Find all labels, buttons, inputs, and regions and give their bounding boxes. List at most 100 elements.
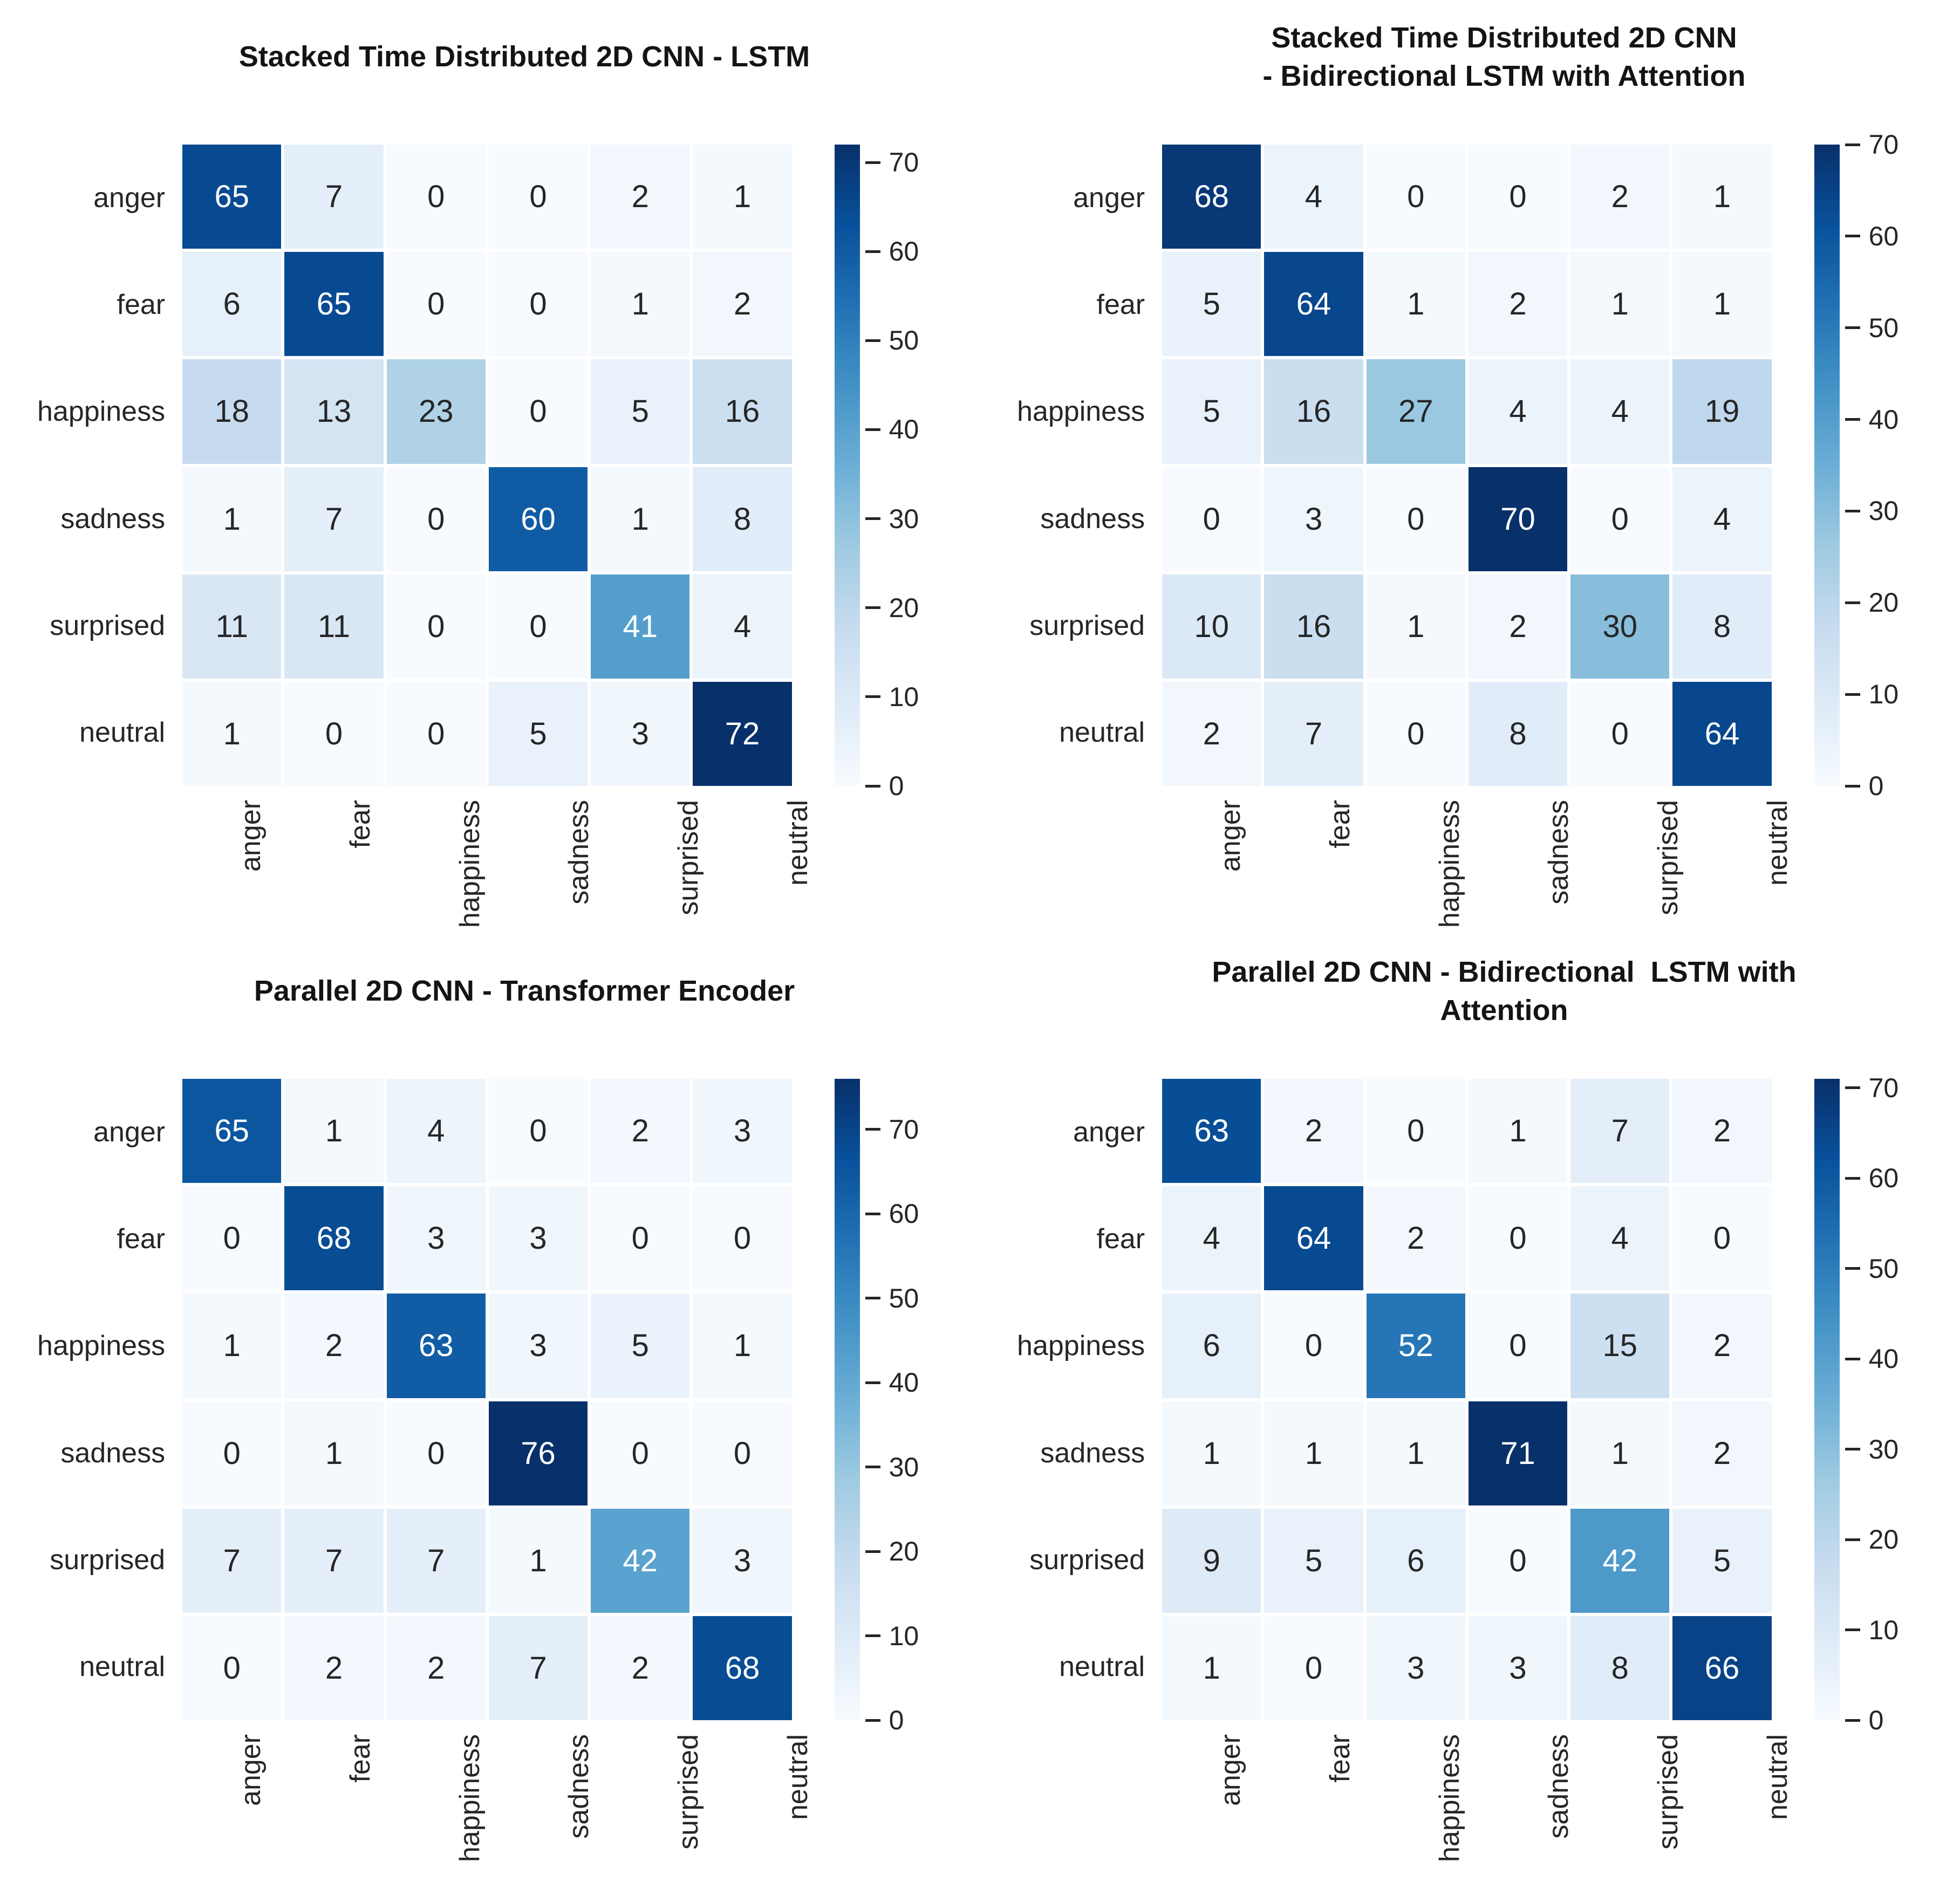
col-label: neutral xyxy=(743,1720,852,1882)
cell-value: 30 xyxy=(1602,608,1637,644)
colorbar-tick-mark xyxy=(1845,1628,1860,1632)
col-label-text: fear xyxy=(1324,1734,1356,1783)
cell-value: 42 xyxy=(623,1543,658,1578)
cell-value: 0 xyxy=(631,1435,649,1471)
col-label-text: neutral xyxy=(782,1734,814,1820)
col-label-text: anger xyxy=(1215,800,1247,872)
heatmap-cell: 2 xyxy=(284,1616,384,1720)
cell-value: 4 xyxy=(1611,1221,1629,1256)
colorbar-tick-mark xyxy=(865,1550,880,1553)
heatmap-cell: 2 xyxy=(591,145,690,249)
colorbar-tick: 10 xyxy=(865,681,919,713)
cell-value: 10 xyxy=(1194,608,1229,644)
cell-value: 2 xyxy=(631,179,649,215)
chart-title: Parallel 2D CNN - Transformer Encoder xyxy=(254,975,795,1008)
heatmap-cell: 0 xyxy=(1468,1508,1568,1613)
cell-value: 0 xyxy=(733,1435,752,1471)
col-label-text: fear xyxy=(345,1734,376,1783)
cell-value: 0 xyxy=(427,179,445,215)
cell-value: 66 xyxy=(1704,1650,1740,1686)
cell-value: 5 xyxy=(529,716,547,751)
cell-value: 5 xyxy=(631,1328,649,1364)
heatmap-cell: 1 xyxy=(1468,1079,1568,1183)
heatmap-cell: 0 xyxy=(1264,1616,1363,1720)
colorbar-tick-label: 0 xyxy=(1868,1705,1884,1735)
colorbar-tick-label: 10 xyxy=(889,1620,919,1651)
chart-title: Stacked Time Distributed 2D CNN xyxy=(1271,21,1737,54)
row-label: fear xyxy=(117,1223,166,1255)
heatmap-cell: 8 xyxy=(693,467,792,571)
cell-value: 2 xyxy=(1305,1113,1323,1149)
plot-row: anger fear happiness sadness surprised neutra… xyxy=(0,1079,980,1735)
row-label: surprised xyxy=(50,1544,166,1576)
colorbar-tick-label: 0 xyxy=(889,771,904,801)
cell-value: 4 xyxy=(1203,1221,1220,1256)
colorbar-tick-mark xyxy=(865,517,880,521)
cell-value: 68 xyxy=(1194,179,1229,215)
heatmap-cell: 63 xyxy=(386,1294,486,1398)
heatmap-cell: 5 xyxy=(488,681,588,786)
cell-value: 1 xyxy=(1509,1113,1527,1149)
cell-value: 19 xyxy=(1704,394,1740,429)
col-label-text: surprised xyxy=(673,1734,705,1850)
plot-row: anger fear happiness sadness surprised neutra… xyxy=(980,1073,1959,1735)
cell-value: 0 xyxy=(1407,1113,1425,1149)
col-label-text: happiness xyxy=(454,800,486,928)
heatmap-cell: 1 xyxy=(1264,1401,1363,1505)
row-label: anger xyxy=(1073,1117,1145,1148)
heatmap-cell: 0 xyxy=(1468,145,1568,249)
col-label-text: surprised xyxy=(1652,800,1684,915)
heatmap-cell: 1 xyxy=(693,145,792,249)
colorbar-tick: 0 xyxy=(1845,770,1884,802)
cell-value: 3 xyxy=(1509,1650,1527,1686)
col-label: anger xyxy=(1176,786,1286,948)
col-label-text: anger xyxy=(235,800,267,872)
cell-value: 3 xyxy=(631,716,649,751)
cell-value: 1 xyxy=(733,1328,752,1364)
cell-value: 2 xyxy=(1407,1221,1425,1256)
row-label: anger xyxy=(93,182,166,214)
heatmap-cell: 4 xyxy=(693,574,792,679)
colorbar-tick: 60 xyxy=(865,1198,919,1229)
colorbar-tick: 20 xyxy=(865,592,919,624)
col-label: happiness xyxy=(415,786,524,948)
row-label: surprised xyxy=(1029,1544,1145,1576)
cell-value: 0 xyxy=(631,1221,649,1256)
heatmap-cell: 7 xyxy=(1264,681,1363,786)
colorbar-tick: 30 xyxy=(865,1452,919,1483)
colorbar-tick: 40 xyxy=(1845,1343,1899,1374)
cell-value: 5 xyxy=(1713,1543,1731,1578)
colorbar-tick-label: 0 xyxy=(1868,771,1884,801)
colorbar-tick-label: 50 xyxy=(1868,312,1899,343)
colorbar-tick-label: 70 xyxy=(889,1114,919,1145)
cell-value: 4 xyxy=(1509,394,1527,429)
col-label: sadness xyxy=(524,1720,634,1882)
col-label: fear xyxy=(1286,786,1395,948)
heatmap-cell: 1 xyxy=(693,1294,792,1398)
cell-value: 0 xyxy=(1407,716,1425,751)
colorbar-tick: 70 xyxy=(1845,1072,1898,1104)
heatmap-cell: 1 xyxy=(1366,574,1465,679)
cell-value: 0 xyxy=(1611,501,1629,537)
colorbar-tick-label: 50 xyxy=(889,325,919,356)
heatmap-cell: 10 xyxy=(1162,574,1261,679)
heatmap-cell: 7 xyxy=(182,1508,282,1613)
cell-value: 2 xyxy=(1509,286,1527,322)
cell-value: 0 xyxy=(529,1113,547,1149)
colorbar-tick-mark xyxy=(865,1212,880,1215)
cell-value: 27 xyxy=(1398,394,1433,429)
heatmap-cell: 5 xyxy=(1264,1508,1363,1613)
heatmap-cell: 2 xyxy=(386,1616,486,1720)
cell-value: 11 xyxy=(317,608,351,644)
cell-value: 4 xyxy=(1713,501,1731,537)
heatmap-cell: 18 xyxy=(182,359,282,464)
heatmap-cell: 0 xyxy=(693,1186,792,1291)
colorbar-tick-mark xyxy=(1845,1357,1860,1360)
cell-value: 63 xyxy=(1194,1113,1229,1149)
x-axis-labels: anger fear happiness sadness surprised neutra… xyxy=(196,1720,852,1882)
col-label-text: neutral xyxy=(1761,800,1793,886)
heatmap-cell: 0 xyxy=(386,681,486,786)
colorbar-tick-label: 40 xyxy=(1868,1344,1899,1374)
colorbar-tick-label: 70 xyxy=(1868,129,1899,160)
heatmap-cell: 16 xyxy=(693,359,792,464)
